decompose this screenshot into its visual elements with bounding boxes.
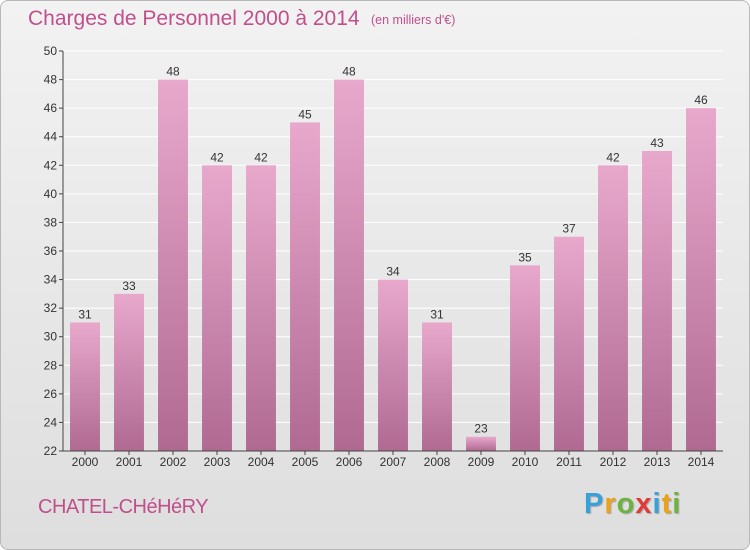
bar — [554, 236, 584, 451]
x-tick-label: 2012 — [600, 455, 627, 469]
bar — [466, 436, 496, 451]
data-label: 48 — [342, 65, 356, 79]
y-tick-label: 36 — [44, 244, 58, 258]
x-tick-label: 2000 — [72, 455, 99, 469]
y-tick-label: 22 — [44, 444, 58, 458]
y-tick-label: 42 — [44, 158, 58, 172]
logo-letter: t — [661, 488, 673, 520]
x-tick-label: 2010 — [512, 455, 539, 469]
y-tick-label: 26 — [44, 387, 58, 401]
labels: 22 24 26 28 30 32 34 36 38 40 42 44 46 48 50 31 2000 33 20… — [44, 44, 715, 469]
axes — [59, 50, 723, 455]
commune-name: CHATEL-CHéHéRY — [38, 496, 209, 518]
data-label: 42 — [210, 150, 224, 164]
bar — [202, 165, 232, 452]
y-tick-label: 24 — [44, 415, 58, 429]
x-tick-label: 2008 — [424, 455, 451, 469]
data-label: 34 — [386, 265, 400, 279]
logo-letter: P — [584, 488, 605, 520]
x-tick-label: 2009 — [468, 455, 495, 469]
x-tick-label: 2011 — [556, 455, 582, 469]
data-label: 33 — [122, 279, 136, 293]
y-tick-label: 30 — [44, 330, 58, 344]
data-label: 31 — [430, 307, 444, 321]
bar — [642, 151, 672, 451]
bar — [510, 265, 540, 451]
chart-subtitle: (en milliers d'€) — [371, 13, 456, 27]
y-tick-label: 32 — [44, 301, 58, 315]
y-tick-label: 46 — [44, 101, 58, 115]
data-label: 46 — [694, 93, 708, 107]
x-tick-label: 2013 — [644, 455, 671, 469]
y-tick-label: 28 — [44, 358, 58, 372]
data-label: 42 — [254, 150, 268, 164]
y-tick-label: 44 — [44, 130, 58, 144]
x-tick-label: 2005 — [292, 455, 319, 469]
bar — [378, 279, 408, 451]
bar — [686, 108, 716, 452]
x-tick-label: 2002 — [160, 455, 187, 469]
y-tick-label: 48 — [44, 73, 58, 87]
bar — [598, 165, 628, 452]
logo-letter: i — [672, 488, 682, 520]
x-tick-label: 2003 — [204, 455, 231, 469]
bar — [422, 322, 452, 451]
logo-letter: x — [635, 488, 653, 520]
data-label: 31 — [78, 307, 92, 321]
data-label: 48 — [166, 65, 180, 79]
bar — [158, 79, 188, 452]
x-tick-label: 2014 — [688, 455, 715, 469]
data-label: 42 — [606, 150, 620, 164]
y-tick-label: 40 — [44, 187, 58, 201]
data-label: 37 — [562, 222, 576, 236]
data-label: 23 — [474, 422, 488, 436]
x-tick-label: 2006 — [336, 455, 363, 469]
x-tick-label: 2007 — [380, 455, 407, 469]
x-tick-label: 2001 — [116, 455, 143, 469]
logo-letter: o — [616, 488, 636, 520]
logo-letter: r — [604, 488, 617, 520]
bar — [114, 293, 144, 451]
bars — [70, 79, 716, 452]
bar — [70, 322, 100, 451]
data-label: 43 — [650, 136, 664, 150]
bar — [290, 122, 320, 451]
bar — [334, 79, 364, 452]
y-tick-label: 50 — [44, 44, 58, 58]
chart-title: Charges de Personnel 2000 à 2014 — [28, 7, 360, 30]
y-tick-label: 34 — [44, 273, 58, 287]
data-label: 45 — [298, 107, 312, 121]
logo-letter: i — [652, 488, 662, 520]
bar — [246, 165, 276, 452]
y-tick-label: 38 — [44, 215, 58, 229]
x-tick-label: 2004 — [248, 455, 275, 469]
data-label: 35 — [518, 250, 532, 264]
proxiti-logo: Proxiti — [584, 488, 681, 521]
